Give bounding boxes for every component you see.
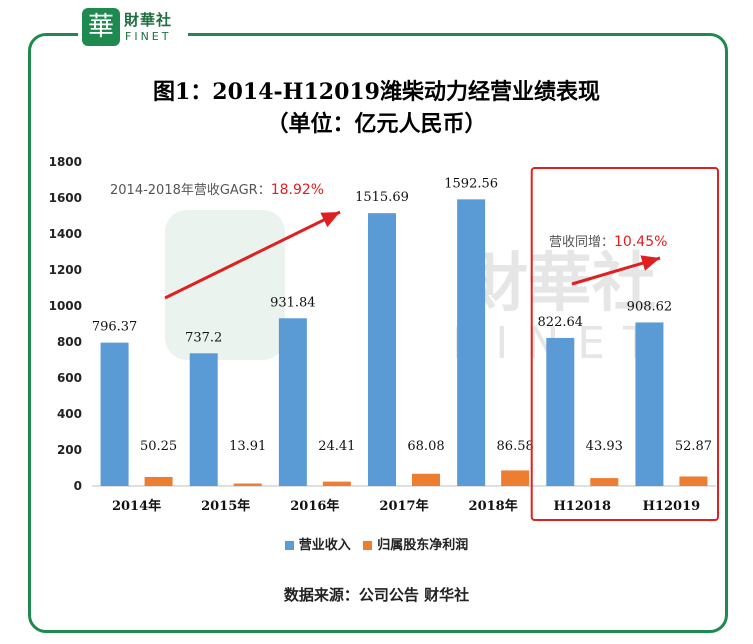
bar-profit bbox=[501, 470, 530, 486]
data-label-revenue: 822.64 bbox=[538, 315, 584, 330]
y-tick-label: 1400 bbox=[49, 227, 82, 241]
data-label-profit: 50.25 bbox=[140, 439, 177, 454]
bar-revenue bbox=[546, 337, 575, 486]
logo-text-cn: 財華社 bbox=[124, 11, 173, 29]
gagr-annotation: 2014-2018年营收GAGR：18.92% bbox=[110, 182, 324, 198]
logo-mark: 華 bbox=[82, 8, 120, 46]
y-tick-label: 0 bbox=[74, 479, 82, 493]
y-tick-label: 1000 bbox=[49, 299, 82, 313]
bar-revenue bbox=[635, 322, 664, 486]
gagr-arrow-shaft bbox=[164, 210, 341, 300]
bar-profit bbox=[233, 483, 262, 486]
x-tick-label: H12018 bbox=[554, 499, 612, 514]
x-tick-label: 2014年 bbox=[112, 498, 161, 514]
bar-profit bbox=[590, 478, 619, 486]
data-label-profit: 24.41 bbox=[318, 439, 355, 454]
bar-revenue bbox=[100, 342, 129, 486]
y-tick-label: 400 bbox=[57, 407, 82, 421]
finet-logo: 華 財華社 FINET bbox=[78, 6, 188, 50]
data-label-revenue: 796.37 bbox=[92, 320, 138, 335]
x-tick-label: 2015年 bbox=[201, 498, 250, 514]
data-label-revenue: 908.62 bbox=[627, 299, 673, 314]
bar-revenue bbox=[189, 353, 218, 486]
yoy-annotation: 营收同增：10.45% bbox=[549, 234, 667, 250]
y-tick-label: 1600 bbox=[49, 191, 82, 205]
data-label-revenue: 1592.56 bbox=[444, 176, 498, 191]
data-label-profit: 68.08 bbox=[407, 439, 444, 454]
chart-frame bbox=[28, 33, 728, 633]
bar-profit bbox=[322, 481, 351, 486]
y-tick-label: 1800 bbox=[49, 155, 82, 169]
data-label-profit: 86.58 bbox=[497, 439, 534, 454]
bar-profit bbox=[679, 476, 708, 486]
y-tick-label: 1200 bbox=[49, 263, 82, 277]
watermark-cn: 財華社 bbox=[464, 246, 656, 321]
chart-title: 图1：2014-H12019潍柴动力经营业绩表现 bbox=[153, 79, 600, 105]
legend-item-profit: 归属股东净利润 bbox=[363, 534, 468, 553]
y-tick-label: 200 bbox=[57, 443, 82, 457]
x-tick-label: 2016年 bbox=[290, 498, 339, 514]
yoy-arrow-head bbox=[640, 255, 660, 271]
data-label-profit: 52.87 bbox=[675, 439, 712, 454]
data-label-revenue: 931.84 bbox=[270, 295, 316, 310]
data-label-revenue: 737.2 bbox=[185, 330, 222, 345]
data-label-profit: 13.91 bbox=[229, 439, 266, 454]
data-label-revenue: 1515.69 bbox=[355, 190, 409, 205]
y-tick-label: 800 bbox=[57, 335, 82, 349]
legend-swatch-revenue bbox=[284, 541, 294, 550]
x-tick-label: H12019 bbox=[643, 499, 701, 514]
x-tick-label: 2018年 bbox=[469, 498, 518, 514]
legend: 营业收入 归属股东净利润 bbox=[0, 534, 753, 553]
y-tick-label: 600 bbox=[57, 371, 82, 385]
bar-profit bbox=[412, 473, 440, 486]
x-tick-label: 2017年 bbox=[379, 498, 428, 514]
chart-subtitle: （单位：亿元人民币） bbox=[266, 111, 487, 137]
bar-revenue bbox=[368, 213, 396, 487]
gagr-arrow-head bbox=[320, 212, 340, 228]
bar-revenue bbox=[457, 199, 486, 486]
legend-label-profit: 归属股东净利润 bbox=[377, 538, 469, 553]
logo-text-en: FINET bbox=[125, 30, 172, 43]
legend-label-revenue: 营业收入 bbox=[298, 538, 351, 553]
data-label-profit: 43.93 bbox=[586, 439, 623, 454]
watermark-logo bbox=[165, 210, 285, 360]
bar-profit bbox=[144, 476, 173, 486]
bar-revenue bbox=[278, 318, 307, 486]
legend-item-revenue: 营业收入 bbox=[284, 534, 351, 553]
legend-swatch-profit bbox=[363, 541, 373, 550]
data-source: 数据来源：公司公告 财华社 bbox=[283, 586, 470, 604]
highlight-box bbox=[530, 167, 720, 521]
